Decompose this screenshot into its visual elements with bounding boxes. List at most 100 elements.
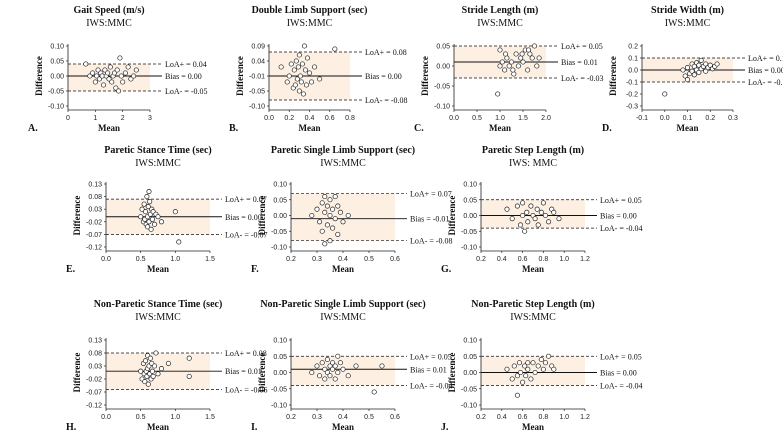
data-point (536, 55, 542, 61)
data-point (514, 392, 520, 398)
data-point (296, 52, 302, 58)
data-point (662, 91, 668, 97)
chart-subtitle: IWS:MMC (287, 18, 333, 29)
data-point (528, 376, 534, 382)
data-point (151, 363, 158, 369)
data-point (145, 204, 151, 210)
data-point (142, 379, 148, 385)
data-point (691, 63, 697, 69)
data-point (689, 68, 695, 74)
x-axis-label: Mean (147, 264, 169, 274)
x-tick-label: 0.2 (286, 414, 296, 421)
y-tick-label: -0.10 (271, 403, 287, 410)
loa-upper-label: LoA+ = 0.05 (600, 352, 642, 361)
data-point (105, 70, 111, 76)
x-tick-label: 0.4 (497, 256, 507, 263)
data-point (131, 73, 137, 79)
loa-lower-label: LoA- = -0.04 (600, 382, 643, 391)
y-axis-label: Difference (447, 353, 457, 393)
panel-letter: E. (66, 264, 76, 275)
chart-subtitle: IWS:MMC (135, 158, 181, 169)
loa-lower-label: LoA- = -0.05 (165, 87, 208, 96)
data-point (529, 55, 535, 61)
loa-upper-label: LoA+ = 0.08 (225, 349, 267, 358)
data-point (330, 225, 336, 231)
y-tick-label: -0.05 (271, 386, 287, 393)
loa-lower-label: LoA- = -0.03 (561, 74, 604, 83)
y-tick-label: 0.05 (463, 354, 477, 361)
panel-d: Stride Width (m) IWS:MMC LoA+ = 0.10 Bias =… (602, 5, 783, 134)
data-point (532, 216, 538, 222)
x-tick-label: 1.0 (559, 414, 569, 421)
data-point (332, 216, 338, 222)
data-point (508, 59, 515, 65)
data-point (502, 67, 508, 73)
x-tick-label: 1.2 (580, 414, 590, 421)
panel-letter: B. (229, 123, 239, 134)
data-point (556, 216, 562, 222)
x-tick-label: 0.0 (101, 256, 111, 263)
data-point (322, 194, 328, 200)
panel-letter: A. (28, 123, 38, 134)
data-point (165, 360, 171, 366)
y-tick-label: -0.1 (626, 80, 638, 87)
data-point (158, 219, 165, 225)
panel-b: Double Limb Support (sec) IWS:MMC LoA+ = 0… (229, 5, 408, 134)
y-tick-label: -0.2 (626, 92, 638, 99)
data-point (546, 353, 552, 359)
y-tick-label: 0.05 (50, 59, 64, 66)
data-point (535, 363, 541, 369)
data-point (680, 67, 686, 73)
data-point (335, 353, 341, 359)
data-point (353, 363, 359, 369)
data-point (146, 189, 152, 195)
y-tick-label: -0.12 (86, 403, 102, 410)
panel-h: Non-Paretic Stance Time (sec) IWS:MMC LoA+… (66, 299, 268, 433)
data-point (703, 68, 709, 74)
data-point (309, 369, 315, 376)
data-point (295, 64, 301, 70)
data-point (528, 203, 534, 209)
data-point (122, 70, 128, 76)
data-point (514, 373, 520, 379)
data-point (551, 209, 557, 215)
chart-subtitle: IWS:MMC (477, 18, 523, 29)
x-axis-label: Mean (522, 422, 544, 432)
data-point (319, 360, 325, 366)
data-point (90, 70, 96, 76)
data-point (551, 366, 557, 372)
x-tick-label: 0.6 (390, 256, 400, 263)
data-point (525, 67, 531, 73)
bias-label: Bias = 0.01 (225, 367, 262, 376)
x-tick-label: 0.4 (497, 414, 507, 421)
data-point (317, 219, 323, 225)
y-axis-label: Difference (34, 56, 44, 96)
data-point (340, 219, 346, 225)
x-tick-label: 0.5 (472, 115, 482, 122)
data-point (120, 79, 126, 85)
x-axis-label: Mean (677, 123, 699, 133)
y-tick-label: 0.05 (463, 197, 477, 204)
chart-title: Paretic Step Length (m) (482, 145, 584, 156)
data-point (531, 43, 538, 49)
data-point (317, 373, 323, 379)
data-point (92, 79, 98, 85)
data-point (513, 51, 519, 57)
data-point (515, 63, 521, 69)
y-tick-label: -0.10 (48, 104, 64, 111)
chart-title: Non-Paretic Stance Time (sec) (94, 299, 223, 310)
data-point (504, 206, 510, 212)
data-point (332, 194, 338, 200)
y-tick-label: 0.04 (251, 59, 265, 66)
x-tick-label: 0 (66, 115, 70, 122)
data-point (506, 63, 512, 69)
data-point (495, 91, 501, 97)
data-point (158, 366, 165, 372)
chart-subtitle: IWS: MMC (509, 158, 557, 169)
data-point (292, 82, 298, 88)
loa-upper-label: LoA+ = 0.07 (225, 195, 267, 204)
y-tick-label: -0.05 (271, 229, 287, 236)
data-point (509, 376, 515, 382)
x-tick-label: -0.1 (636, 115, 648, 122)
panel-letter: I. (251, 422, 258, 433)
